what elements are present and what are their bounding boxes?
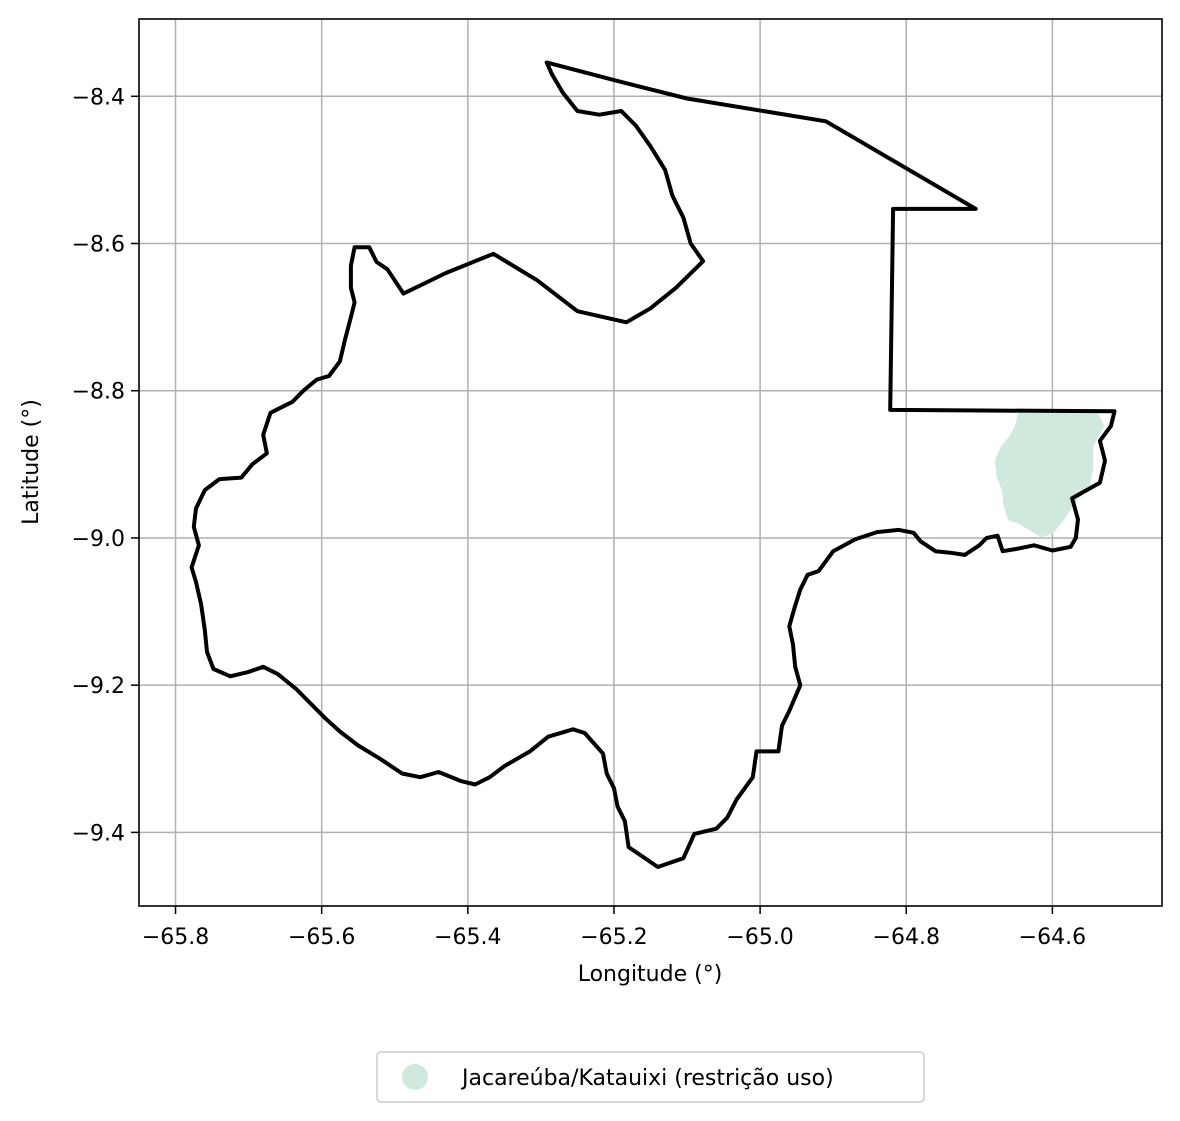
x-tick-label: −64.8 [873,925,940,950]
axis-ticks: −65.8 −65.6 −65.4 −65.2 −65.0 −64.8 −64.6 −8.4 −… [72,85,1087,950]
legend-marker-icon [402,1064,428,1090]
restricted-use-area [994,409,1105,538]
y-tick-label: −9.2 [72,674,125,699]
legend-label: Jacareúba/Katauixi (restrição uso) [460,1066,834,1091]
x-axis-title: Longitude (°) [578,962,723,987]
y-tick-label: −8.8 [72,380,125,405]
plot-frame [138,18,1163,907]
x-tick-label: −65.6 [288,925,355,950]
x-tick-label: −65.0 [726,925,793,950]
legend-box [376,1051,925,1103]
boundary-outline [189,60,1117,869]
x-tick-label: −65.8 [142,925,209,950]
legend: Jacareúba/Katauixi (restrição uso) [376,1051,925,1103]
x-tick-label: −65.4 [434,925,501,950]
y-tick-label: −9.4 [72,821,125,846]
x-tick-label: −64.6 [1019,925,1086,950]
y-tick-label: −9.0 [72,527,125,552]
y-tick-label: −8.4 [72,85,125,110]
y-tick-label: −8.6 [72,233,125,258]
x-tick-label: −65.2 [580,925,647,950]
y-axis-title: Latitude (°) [19,399,44,525]
map-layers [189,60,1117,869]
